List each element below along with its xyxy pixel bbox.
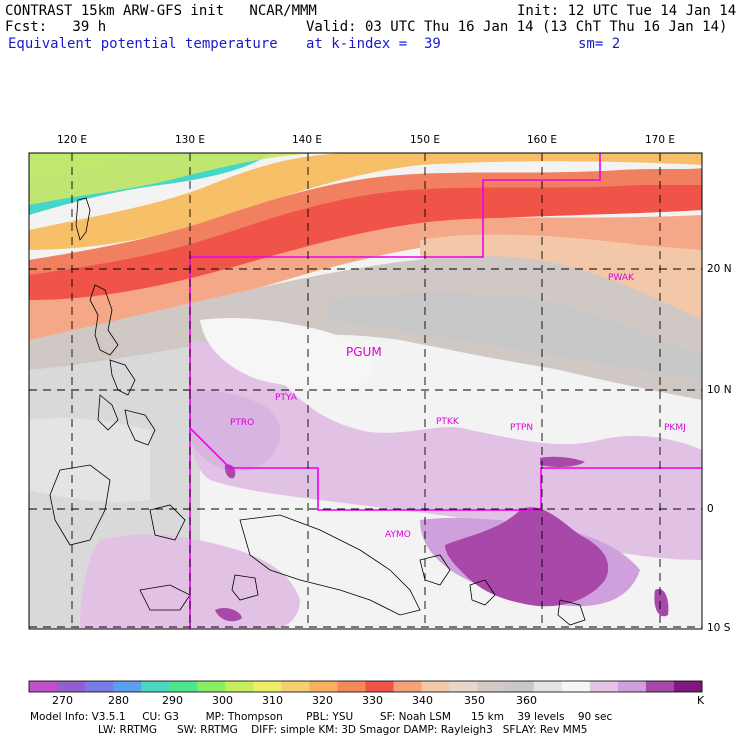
colorbar-swatch [449,681,479,692]
colorbar-swatch [365,681,395,692]
station-label-pgum: PGUM [346,345,382,359]
colorbar-swatch [197,681,226,692]
colorbar-label: 330 [362,694,383,707]
model-info-line1: Model Info: V3.5.1 CU: G3 MP: Thompson P… [30,711,613,723]
colorbar-swatch [169,681,198,692]
lon-label-140: 140 E [292,134,323,146]
colorbar-swatch [141,681,170,692]
map-frame [28,152,703,630]
colorbar-label: 340 [412,694,433,707]
field-name: Equivalent potential temperature [8,36,278,52]
model-info-line2: LW: RRTMG SW: RRTMG DIFF: simple KM: 3D … [98,724,588,736]
header-title: CONTRAST 15km ARW-GFS init NCAR/MMM [5,3,317,19]
station-label-ptya: PTYA [275,393,297,403]
lat-label-10n: 10 N [707,384,732,396]
smoothing-info: sm= 2 [578,36,621,52]
colorbar-swatch [29,681,58,692]
init-time: Init: 12 UTC Tue 14 Jan 14 [517,3,737,19]
colorbar-swatch [393,681,423,692]
lon-label-120: 120 E [57,134,88,146]
colorbar-swatch [225,681,254,692]
forecast-hour: Fcst: 39 h [5,19,107,35]
colorbar-swatch [337,681,366,692]
colorbar-label: 360 [516,694,537,707]
fir-boundary [189,426,702,629]
valid-time: Valid: 03 UTC Thu 16 Jan 14 (13 ChT Thu … [306,19,728,35]
colorbar-swatch [477,681,507,692]
colorbar-swatch [113,681,142,692]
theta-e-field [29,153,702,629]
colorbar-swatch [617,681,647,692]
lon-label-170: 170 E [645,134,676,146]
coastlines [49,197,586,626]
station-label-aymo: AYMO [385,530,411,540]
colorbar-label: 300 [212,694,233,707]
colorbar-label: 320 [312,694,333,707]
station-label-pwak: PWAK [608,273,634,283]
colorbar-swatch [421,681,451,692]
lon-label-130: 130 E [175,134,206,146]
colorbar-swatch [561,681,591,692]
lat-label-20n: 20 N [707,263,732,275]
station-label-ptkk: PTKK [436,417,459,427]
level-info: at k-index = 39 [306,36,441,52]
colorbar-swatch [85,681,114,692]
colorbar-swatch [645,681,675,692]
colorbar-swatch [533,681,563,692]
colorbar-label: 280 [108,694,129,707]
colorbar-label: 350 [464,694,485,707]
colorbar-label: 290 [162,694,183,707]
lat-label-10s: 10 S [707,622,731,634]
colorbar-swatch [281,681,310,692]
lon-label-150: 150 E [410,134,441,146]
colorbar-swatch [309,681,338,692]
colorbar-label: 270 [52,694,73,707]
colorbar-swatch [253,681,282,692]
colorbar-label: K [697,694,705,707]
lat-label-0: 0 [707,503,714,515]
colorbar-label: 310 [262,694,283,707]
colorbar-swatch [57,681,86,692]
colorbar-swatch [673,681,703,692]
lon-label-160: 160 E [527,134,558,146]
colorbar [29,681,703,692]
station-label-ptpn: PTPN [510,423,534,433]
colorbar-swatch [589,681,619,692]
station-label-ptro: PTRO [230,418,255,428]
graticule [29,153,702,629]
station-label-pkmj: PKMJ [664,423,686,433]
colorbar-swatch [505,681,535,692]
